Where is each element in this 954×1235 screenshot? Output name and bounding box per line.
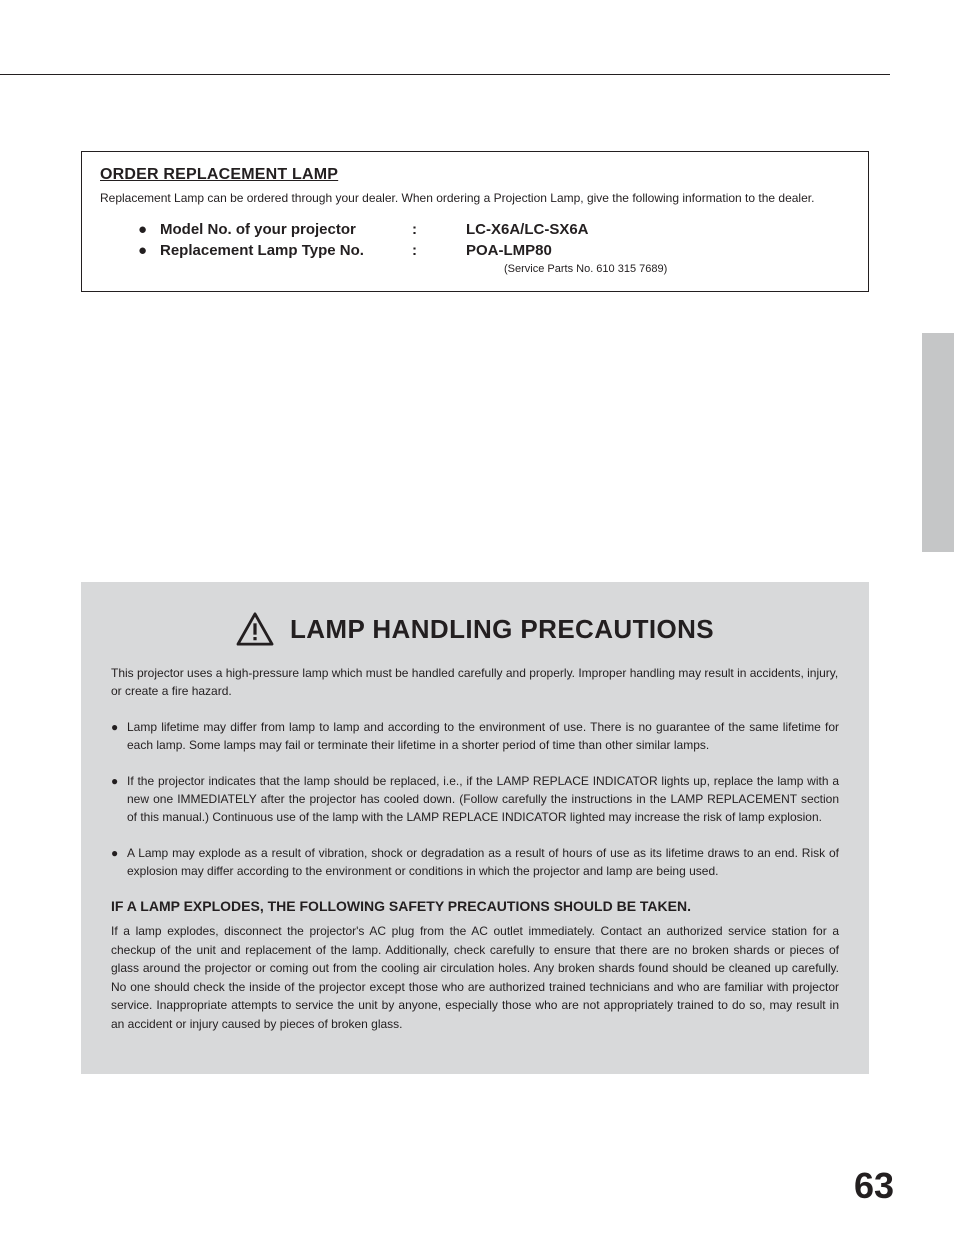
precautions-bullet-text: Lamp lifetime may differ from lamp to la…	[127, 718, 839, 754]
order-row-colon: :	[412, 242, 466, 259]
precautions-bullet-item: ● A Lamp may explode as a result of vibr…	[111, 844, 839, 880]
order-row-value: POA-LMP80	[466, 242, 850, 259]
service-parts-note: (Service Parts No. 610 315 7689)	[504, 263, 850, 275]
order-row-lamp-type: ● Replacement Lamp Type No. : POA-LMP80	[138, 242, 850, 259]
bullet-icon: ●	[111, 718, 127, 754]
precautions-body-text: If a lamp explodes, disconnect the proje…	[111, 922, 839, 1034]
bullet-icon: ●	[138, 221, 160, 238]
bullet-icon: ●	[138, 242, 160, 259]
order-row-label: Replacement Lamp Type No.	[160, 242, 412, 259]
order-row-model-no: ● Model No. of your projector : LC-X6A/L…	[138, 221, 850, 238]
precautions-bullet-text: If the projector indicates that the lamp…	[127, 772, 839, 826]
order-row-label: Model No. of your projector	[160, 221, 412, 238]
order-box-description: Replacement Lamp can be ordered through …	[100, 190, 850, 207]
page-number: 63	[854, 1165, 894, 1207]
precautions-bullet-item: ● Lamp lifetime may differ from lamp to …	[111, 718, 839, 754]
precautions-title: LAMP HANDLING PRECAUTIONS	[290, 614, 714, 645]
warning-triangle-icon	[236, 612, 274, 646]
precautions-subheading: IF A LAMP EXPLODES, THE FOLLOWING SAFETY…	[111, 898, 839, 914]
order-box-title: ORDER REPLACEMENT LAMP	[100, 166, 850, 184]
bullet-icon: ●	[111, 844, 127, 880]
bullet-icon: ●	[111, 772, 127, 826]
precautions-header: LAMP HANDLING PRECAUTIONS	[111, 612, 839, 646]
order-replacement-lamp-box: ORDER REPLACEMENT LAMP Replacement Lamp …	[81, 151, 869, 292]
lamp-handling-precautions-panel: LAMP HANDLING PRECAUTIONS This projector…	[81, 582, 869, 1074]
order-row-colon: :	[412, 221, 466, 238]
precautions-intro-text: This projector uses a high-pressure lamp…	[111, 664, 839, 700]
precautions-bullet-item: ● If the projector indicates that the la…	[111, 772, 839, 826]
side-page-tab	[922, 333, 954, 552]
top-horizontal-rule	[0, 74, 890, 75]
order-row-value: LC-X6A/LC-SX6A	[466, 221, 850, 238]
order-parameter-list: ● Model No. of your projector : LC-X6A/L…	[100, 221, 850, 275]
precautions-bullet-text: A Lamp may explode as a result of vibrat…	[127, 844, 839, 880]
